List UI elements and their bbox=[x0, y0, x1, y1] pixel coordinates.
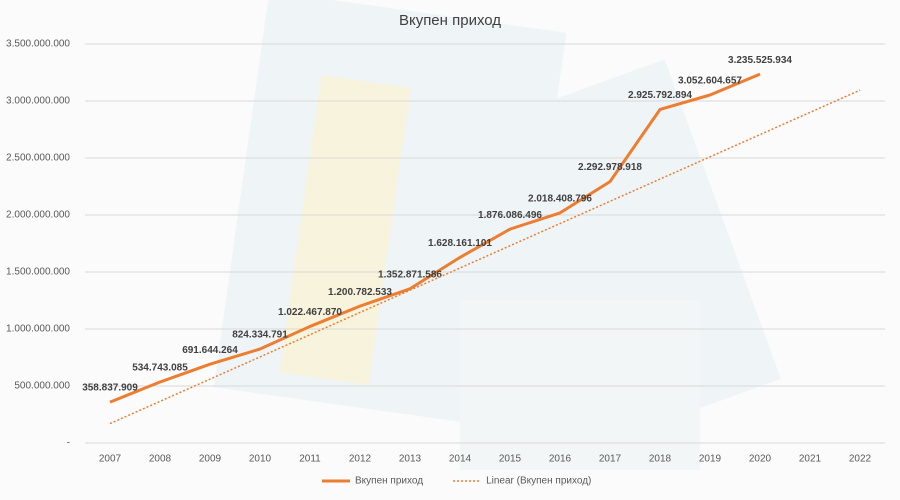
data-label: 534.743.085 bbox=[132, 363, 188, 374]
data-label: 1.352.871.586 bbox=[378, 269, 442, 280]
data-label: 1.628.161.101 bbox=[428, 238, 492, 249]
legend-label: Вкупен приход bbox=[355, 476, 423, 487]
data-label: 358.837.909 bbox=[82, 383, 138, 394]
x-tick-label: 2018 bbox=[649, 454, 672, 465]
x-tick-label: 2019 bbox=[699, 454, 722, 465]
y-tick-label: 500.000.000 bbox=[14, 381, 70, 392]
trend-line bbox=[109, 89, 861, 425]
data-label: 2.925.792.894 bbox=[628, 90, 692, 101]
x-tick-label: 2015 bbox=[499, 454, 522, 465]
x-tick-label: 2009 bbox=[199, 454, 222, 465]
y-tick-label: 2.500.000.000 bbox=[6, 153, 70, 164]
data-label: 824.334.791 bbox=[232, 330, 288, 341]
data-label: 1.876.086.496 bbox=[478, 210, 542, 221]
x-tick-label: 2016 bbox=[549, 454, 572, 465]
chart-title: Вкупен приход bbox=[399, 12, 501, 29]
y-tick-label: 3.500.000.000 bbox=[6, 39, 70, 50]
y-tick-label: 3.000.000.000 bbox=[6, 96, 70, 107]
y-tick-label: 1.000.000.000 bbox=[6, 324, 70, 335]
data-label: 1.022.467.870 bbox=[278, 307, 342, 318]
y-tick-label: 2.000.000.000 bbox=[6, 210, 70, 221]
x-tick-label: 2008 bbox=[149, 454, 172, 465]
y-tick-label: - bbox=[67, 438, 70, 449]
x-tick-label: 2022 bbox=[849, 454, 872, 465]
legend-label: Linear (Вкупен приход) bbox=[486, 476, 591, 487]
x-tick-label: 2013 bbox=[399, 454, 422, 465]
data-label: 3.235.525.934 bbox=[728, 55, 792, 66]
data-label: 2.018.408.796 bbox=[528, 194, 592, 205]
x-tick-label: 2014 bbox=[449, 454, 472, 465]
data-label: 1.200.782.533 bbox=[328, 287, 392, 298]
data-label: 3.052.604.657 bbox=[678, 76, 742, 87]
series-line bbox=[109, 72, 761, 404]
x-tick-label: 2012 bbox=[349, 454, 372, 465]
data-label: 2.292.978.918 bbox=[578, 162, 642, 173]
data-label: 691.644.264 bbox=[182, 345, 238, 356]
x-tick-label: 2017 bbox=[599, 454, 622, 465]
x-tick-label: 2010 bbox=[249, 454, 272, 465]
x-tick-label: 2007 bbox=[99, 454, 122, 465]
x-tick-label: 2011 bbox=[299, 454, 321, 465]
x-tick-label: 2020 bbox=[749, 454, 772, 465]
y-tick-label: 1.500.000.000 bbox=[6, 267, 70, 278]
x-tick-label: 2021 bbox=[799, 454, 822, 465]
